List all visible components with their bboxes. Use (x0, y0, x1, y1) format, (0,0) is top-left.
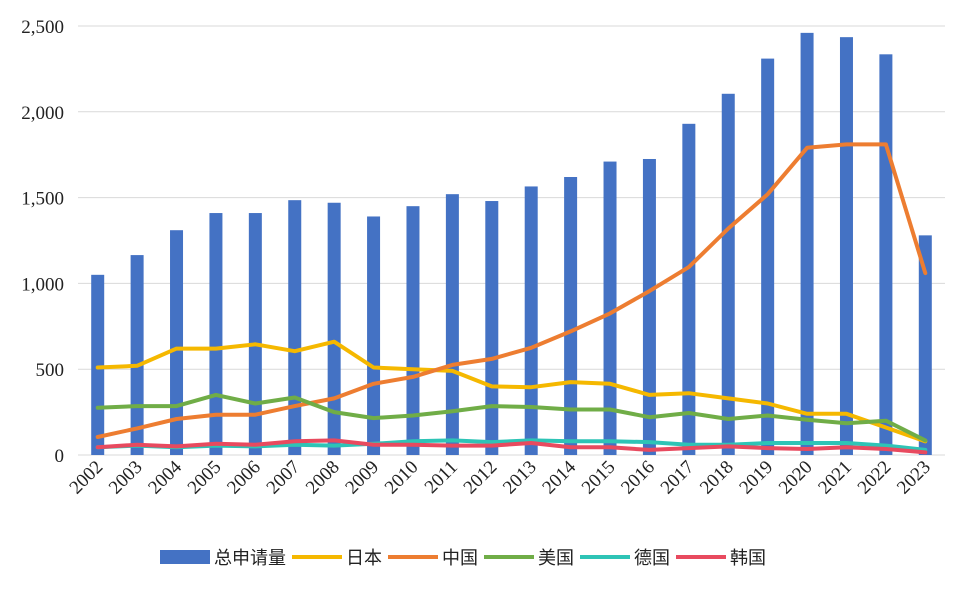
x-tick-label: 2007 (263, 457, 305, 499)
bar (682, 123, 696, 455)
x-tick-label: 2002 (66, 457, 108, 499)
x-tick-label: 2014 (538, 456, 580, 498)
y-axis-ticks: 0 500 1,000 1,500 2,000 2,500 (21, 17, 64, 467)
x-tick-label: 2019 (735, 457, 777, 499)
x-tick-label: 2013 (499, 457, 541, 499)
legend-swatch (160, 550, 210, 564)
legend-label: 日本 (346, 548, 382, 569)
x-tick-label: 2006 (223, 457, 265, 499)
x-tick-label: 2023 (893, 457, 935, 499)
x-tick-label: 2003 (105, 457, 147, 499)
bar (327, 202, 341, 455)
bar (367, 216, 381, 455)
series-line-2 (95, 392, 928, 443)
y-tick-label: 2,500 (21, 17, 64, 38)
x-tick-label: 2021 (814, 457, 856, 499)
x-axis-ticks: 2002200320042005200620072008200920102011… (66, 456, 935, 498)
x-tick-label: 2017 (657, 457, 699, 499)
bar (879, 54, 893, 456)
legend: 总申请量 日本 中国 美国 德国 韩国 (160, 548, 766, 569)
bar (642, 158, 656, 456)
y-tick-label: 2,000 (21, 103, 64, 124)
series-line-1 (95, 142, 928, 439)
bar (564, 177, 578, 455)
bar (839, 37, 853, 456)
line-series-group (95, 142, 928, 455)
bar (130, 255, 144, 455)
bar (761, 58, 775, 455)
series-line-0 (95, 339, 928, 444)
series-line-4 (95, 438, 928, 455)
legend-label: 中国 (442, 548, 478, 569)
x-tick-label: 2009 (341, 457, 383, 499)
legend-label: 美国 (538, 548, 574, 569)
x-tick-label: 2004 (144, 456, 186, 498)
x-tick-label: 2018 (696, 457, 738, 499)
bar (248, 213, 262, 455)
x-tick-label: 2022 (854, 457, 896, 499)
bar (721, 93, 735, 456)
bar (288, 200, 302, 455)
x-tick-label: 2020 (775, 457, 817, 499)
bar (445, 194, 459, 455)
legend-label: 韩国 (730, 548, 766, 569)
bar (209, 213, 223, 455)
bar (91, 274, 105, 455)
bar (524, 186, 538, 456)
gridlines (78, 25, 945, 456)
x-tick-label: 2010 (381, 457, 423, 499)
x-tick-label: 2015 (578, 457, 620, 499)
x-tick-label: 2008 (302, 457, 344, 499)
x-tick-label: 2012 (460, 457, 502, 499)
bar (918, 235, 932, 455)
y-tick-label: 1,500 (21, 189, 64, 210)
y-tick-label: 1,000 (21, 274, 64, 295)
bar (406, 206, 420, 455)
y-tick-label: 0 (55, 446, 65, 467)
bar-series-total (91, 32, 932, 456)
x-tick-label: 2005 (184, 457, 226, 499)
y-tick-label: 500 (36, 360, 65, 381)
bar (170, 230, 184, 455)
legend-label: 德国 (634, 548, 670, 569)
x-tick-label: 2011 (421, 457, 462, 498)
legend-label: 总申请量 (214, 548, 286, 569)
bar (800, 32, 814, 455)
x-tick-label: 2016 (617, 457, 659, 499)
bar (485, 201, 499, 455)
bar (603, 161, 617, 455)
